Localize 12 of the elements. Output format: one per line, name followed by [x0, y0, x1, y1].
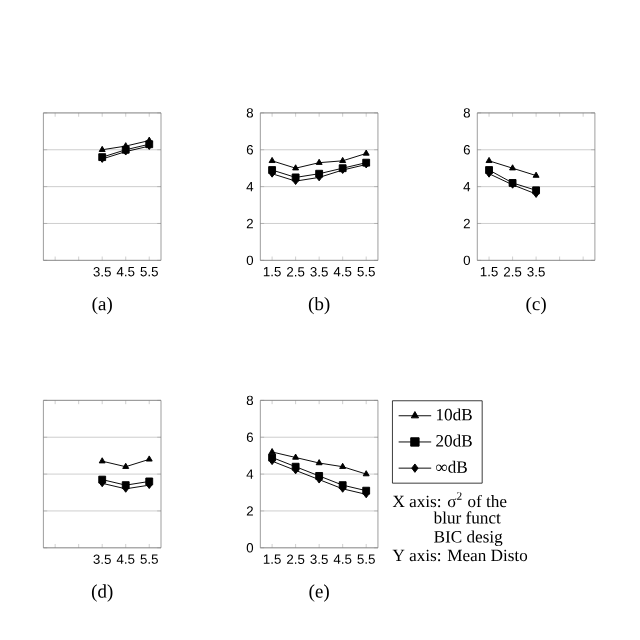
text: Y axis: Mean Disto [392, 549, 528, 562]
text: (c) [526, 296, 546, 315]
legend-label: 10dB [436, 408, 472, 421]
text: blur funct [433, 511, 501, 524]
text: (a) [92, 296, 112, 315]
legend-label: ∞dB [436, 460, 467, 473]
text: (d) [91, 584, 113, 602]
text: (b) [308, 296, 330, 315]
legend-label: 20dB [436, 434, 472, 447]
text: BIC desig [434, 530, 503, 547]
text: (e) [309, 584, 329, 602]
text: X axis: σ$^{2}$ of the [392, 492, 507, 508]
